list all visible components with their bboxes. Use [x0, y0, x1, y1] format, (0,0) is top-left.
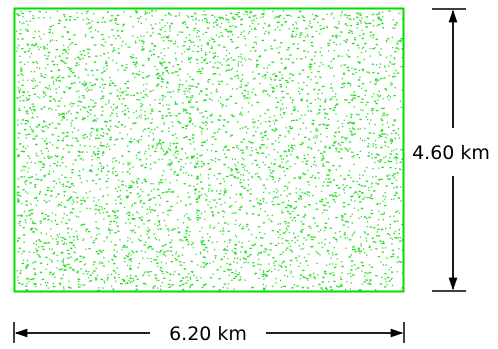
width-dimension: 6.20 km: [13, 322, 405, 345]
region-border: [13, 7, 405, 293]
width-label: 6.20 km: [169, 323, 247, 345]
height-label: 4.60 km: [412, 142, 490, 164]
speckled-region: [13, 7, 405, 293]
speckle-dots: [15, 10, 404, 291]
height-dimension: 4.60 km: [412, 8, 490, 292]
speckle-texture: [15, 10, 404, 291]
